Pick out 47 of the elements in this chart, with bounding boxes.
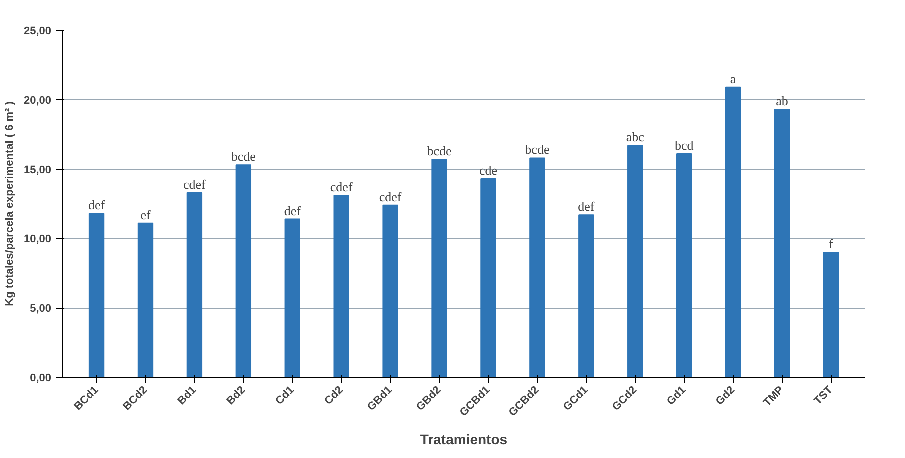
bar — [480, 178, 496, 378]
annotation: abc — [626, 130, 645, 145]
x-tick-label: Cd2 — [322, 384, 346, 408]
annotation: bcde — [427, 144, 452, 159]
bar — [284, 218, 300, 378]
bar — [334, 195, 350, 378]
annotation: bcde — [525, 142, 550, 158]
x-tick-label: Gd2 — [714, 384, 738, 408]
annotation: cdef — [330, 180, 354, 195]
annotation: def — [88, 198, 106, 213]
bar — [530, 158, 546, 378]
bar — [823, 252, 840, 378]
bar — [676, 154, 692, 378]
x-tick-label: TST — [812, 384, 836, 408]
annotation: ab — [776, 94, 788, 109]
annotation: f — [829, 236, 834, 252]
annotation: cdef — [379, 189, 402, 204]
annotation: a — [730, 71, 736, 86]
bar — [578, 214, 594, 378]
bar — [432, 159, 448, 378]
annotation: cdef — [184, 176, 207, 192]
x-tick-label: Gd1 — [664, 384, 689, 408]
y-axis-title: Kg totales/parcela experimental ( 6 m² ) — [4, 101, 16, 306]
bar — [236, 164, 252, 378]
y-tick-label: 20,00 — [24, 94, 52, 107]
y-tick-label: 15,00 — [24, 164, 52, 176]
y-tick-label: 25,00 — [24, 26, 52, 38]
bar — [138, 222, 154, 378]
annotation: cde — [479, 163, 498, 178]
x-tick-label: Bd2 — [224, 384, 248, 408]
annotation: def — [284, 203, 302, 218]
annotation: ef — [140, 207, 152, 222]
y-tick-label: 0,00 — [30, 372, 52, 384]
annotation: def — [578, 199, 596, 214]
bar — [382, 204, 398, 378]
bar — [628, 145, 644, 378]
bar — [774, 109, 790, 378]
bar — [88, 213, 105, 378]
x-tick-label: Cd1 — [274, 384, 297, 408]
annotation: bcd — [674, 138, 694, 154]
bar — [186, 192, 203, 378]
bar — [725, 86, 742, 378]
x-axis-title: Tratamientos — [420, 431, 508, 448]
annotation: bcde — [231, 149, 256, 164]
y-tick-label: 5,00 — [30, 303, 52, 316]
x-tick-label: Bd1 — [176, 384, 199, 408]
y-tick-label: 10,00 — [24, 234, 52, 246]
